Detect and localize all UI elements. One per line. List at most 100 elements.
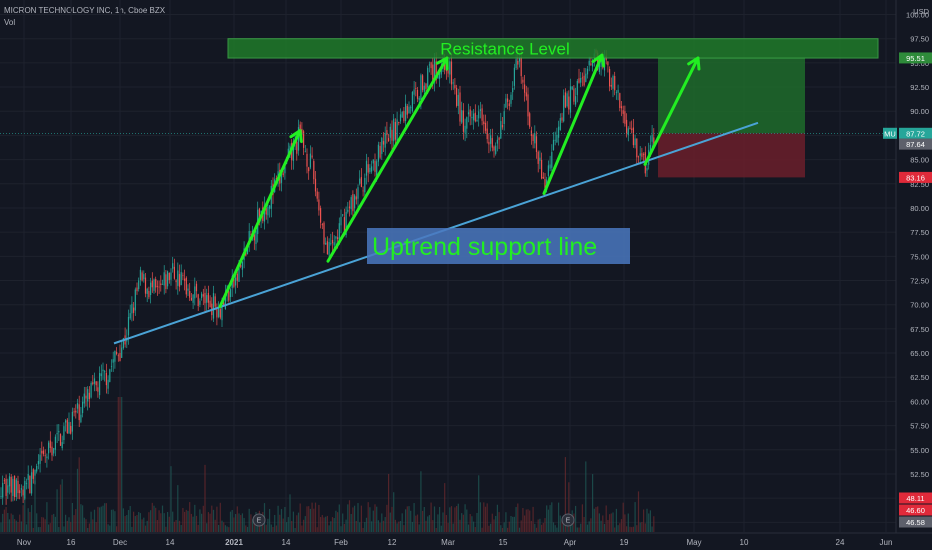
volume-bar: [14, 519, 16, 532]
volume-bar: [282, 518, 284, 532]
candle-body: [388, 138, 390, 142]
candle-body: [440, 69, 442, 75]
volume-bar: [525, 509, 527, 532]
candle-body: [236, 274, 238, 281]
volume-bar: [48, 524, 50, 532]
candle-body: [449, 61, 451, 75]
volume-level-tag: 46.58: [899, 516, 932, 528]
volume-bar: [231, 510, 233, 532]
candle-body: [481, 108, 483, 121]
volume-bar: [243, 517, 245, 532]
volume-bar: [105, 503, 107, 532]
candle-body: [141, 272, 143, 281]
candle-body: [93, 378, 96, 384]
volume-bar: [529, 510, 531, 532]
candle-body: [598, 64, 600, 72]
candle-body: [488, 141, 490, 145]
volume-bar: [338, 504, 340, 532]
volume-bar: [575, 505, 577, 532]
volume-bar: [241, 513, 243, 532]
volume-bar: [393, 492, 395, 532]
volume-bar: [31, 505, 33, 532]
volume-bar: [626, 526, 628, 532]
volume-bar: [439, 506, 441, 532]
candle-body: [46, 456, 48, 459]
volume-bar: [471, 516, 473, 532]
price-tick-label: 52.50: [910, 470, 929, 479]
candle-body: [367, 164, 369, 173]
volume-bar: [510, 516, 512, 532]
volume-bar: [478, 475, 480, 532]
candle-body: [282, 173, 284, 176]
volume-bar: [275, 525, 277, 532]
candle-body: [24, 480, 26, 499]
volume-bar: [175, 520, 177, 532]
volume-bar: [61, 479, 63, 532]
candle-body: [148, 291, 150, 298]
candle-body: [326, 241, 328, 255]
candle-body: [564, 92, 566, 108]
candle-body: [374, 160, 376, 172]
volume-bar: [427, 516, 429, 532]
volume-bar: [156, 520, 158, 532]
candle-body: [104, 371, 106, 373]
candle-body: [585, 73, 587, 82]
candle-body: [163, 272, 165, 286]
candle-body: [552, 139, 555, 150]
svg-text:46.58: 46.58: [906, 518, 925, 527]
candle-body: [457, 94, 459, 106]
volume-bar: [382, 520, 385, 532]
price-tick-label: 62.50: [910, 373, 929, 382]
volume-bar: [284, 506, 286, 532]
volume-bar: [505, 512, 507, 532]
price-tick-label: 77.50: [910, 228, 929, 237]
volume-bar: [8, 519, 11, 532]
volume-bar: [340, 526, 342, 532]
volume-bar: [614, 527, 616, 532]
candle-body: [636, 138, 638, 158]
volume-bar: [71, 502, 73, 532]
candle-body: [238, 265, 240, 282]
volume-bar: [292, 511, 294, 532]
candle-body: [394, 122, 396, 140]
volume-bar: [304, 516, 306, 532]
candle-body: [529, 113, 531, 127]
price-tick-label: 85.00: [910, 156, 929, 165]
volume-bar: [10, 513, 12, 532]
volume-bar: [223, 522, 225, 532]
volume-bar: [207, 512, 209, 532]
volume-bar: [622, 502, 624, 532]
stop-loss-zone: [658, 133, 805, 178]
trend-arrow: [218, 129, 303, 309]
time-tick-label: Jun: [880, 538, 893, 547]
volume-bar: [566, 524, 568, 532]
candle-body: [29, 475, 31, 494]
volume-bar: [620, 519, 623, 532]
volume-bar: [598, 513, 600, 532]
candlestick-series: [0, 48, 655, 505]
candle-body: [301, 128, 303, 135]
candle-body: [464, 125, 466, 133]
time-tick-label: 10: [740, 538, 749, 547]
volume-bar: [116, 526, 118, 532]
candle-body: [634, 138, 636, 146]
volume-bar: [19, 514, 21, 532]
candle-body: [44, 455, 46, 457]
volume-bar: [495, 516, 497, 532]
volume-bar: [422, 510, 424, 532]
volume-bar: [172, 511, 174, 532]
volume-bar: [411, 521, 413, 532]
volume-bar: [348, 500, 351, 532]
candle-body: [102, 369, 104, 372]
volume-bar: [479, 502, 481, 532]
price-tick-label: 72.50: [910, 277, 929, 286]
volume-bar: [314, 502, 317, 532]
svg-text:83.16: 83.16: [906, 173, 925, 182]
volume-bar: [78, 457, 80, 532]
candle-body: [289, 145, 291, 152]
volume-bar: [294, 527, 296, 532]
volume-bar: [551, 502, 553, 532]
volume-bar: [564, 457, 566, 532]
candle-body: [80, 414, 82, 423]
